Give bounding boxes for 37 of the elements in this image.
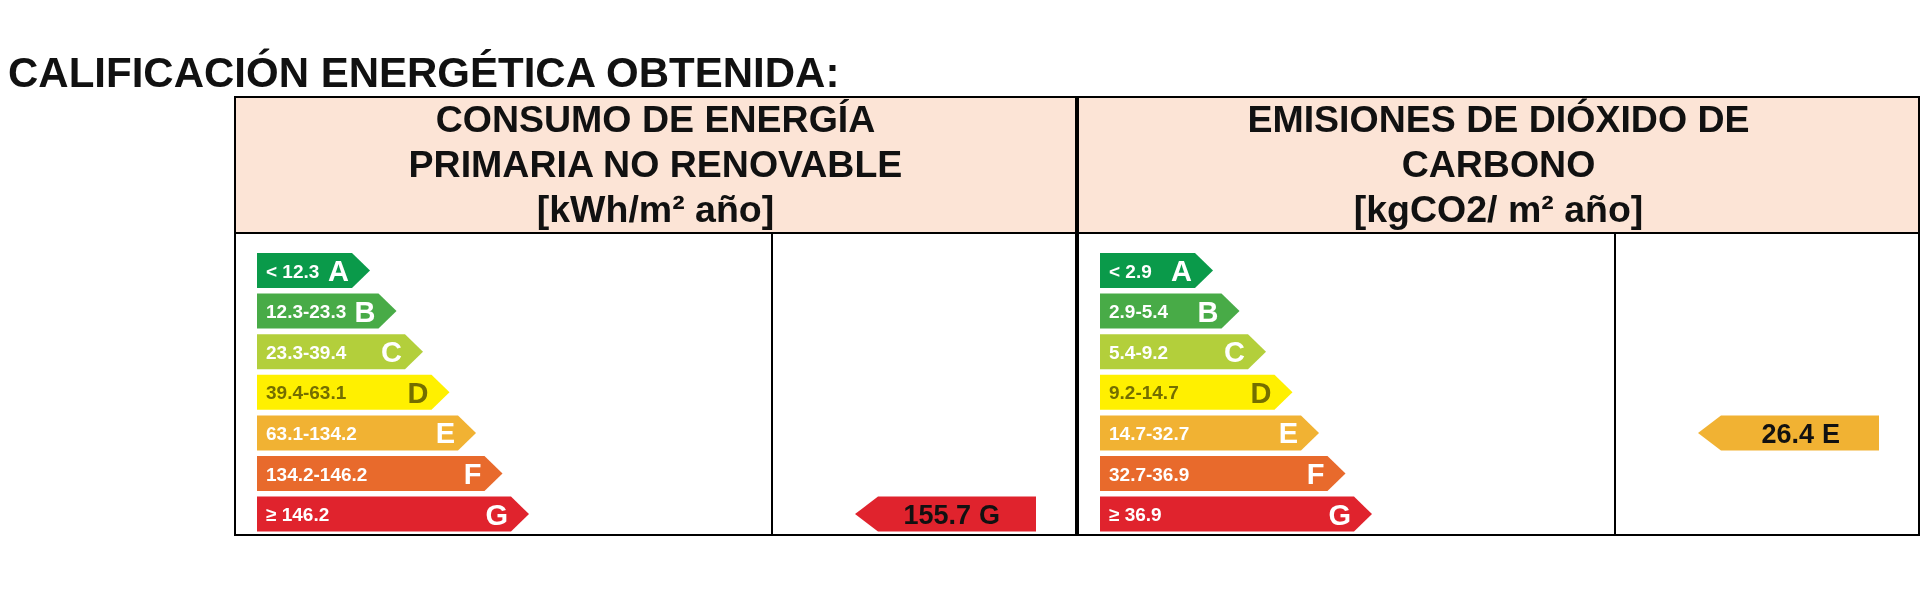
category-label: E (435, 417, 455, 450)
category-label: 9.2-14.7 (1109, 382, 1179, 404)
category-label: G (979, 500, 1001, 531)
category-label: 63.1-134.2 (266, 422, 357, 444)
text: CALIFICACIÓN ENERGÉTICA OBTENIDA: (8, 48, 840, 96)
category-label: 39.4-63.1 (266, 382, 347, 404)
category-label: B (1197, 295, 1219, 328)
category-label: D (1250, 376, 1272, 409)
category-label: 14.7-32.7 (1109, 422, 1190, 444)
category-label: 12.3-23.3 (266, 301, 347, 323)
category-label: C (1224, 336, 1246, 369)
category-label: G (1328, 498, 1351, 531)
category-label: F (463, 458, 482, 490)
category-label: C (381, 336, 403, 369)
category-label: 134.2-146.2 (266, 463, 368, 485)
text: CONSUMO DE ENERGÍA PRIMARIA NO RENOVABLE (408, 98, 903, 185)
category-label: B (354, 295, 376, 328)
category-label: A (1171, 255, 1193, 287)
category-label: ≥ 146.2 (266, 504, 330, 526)
category-label: < 2.9 (1109, 260, 1152, 282)
category-label: F (1306, 458, 1325, 490)
category-label: 23.3-39.4 (266, 341, 347, 363)
category-label: E (1822, 418, 1841, 449)
category-label: ≥ 36.9 (1109, 504, 1162, 526)
category-label: 5.4-9.2 (1109, 341, 1169, 363)
category-label: E (1278, 417, 1298, 450)
category-label: 32.7-36.9 (1109, 463, 1190, 485)
text: [kgCO2/ m² año] (1353, 188, 1644, 230)
text: EMISIONES DE DIÓXIDO DE CARBONO (1247, 98, 1750, 185)
data-label: 155.7 (903, 500, 971, 531)
category-label: 2.9-5.4 (1109, 301, 1169, 323)
text: [kWh/m² año] (536, 188, 775, 230)
category-label: < 12.3 (266, 260, 320, 282)
category-label: D (407, 376, 429, 409)
category-label: A (328, 255, 350, 287)
data-label: 26.4 (1761, 418, 1814, 449)
category-label: G (485, 498, 508, 531)
